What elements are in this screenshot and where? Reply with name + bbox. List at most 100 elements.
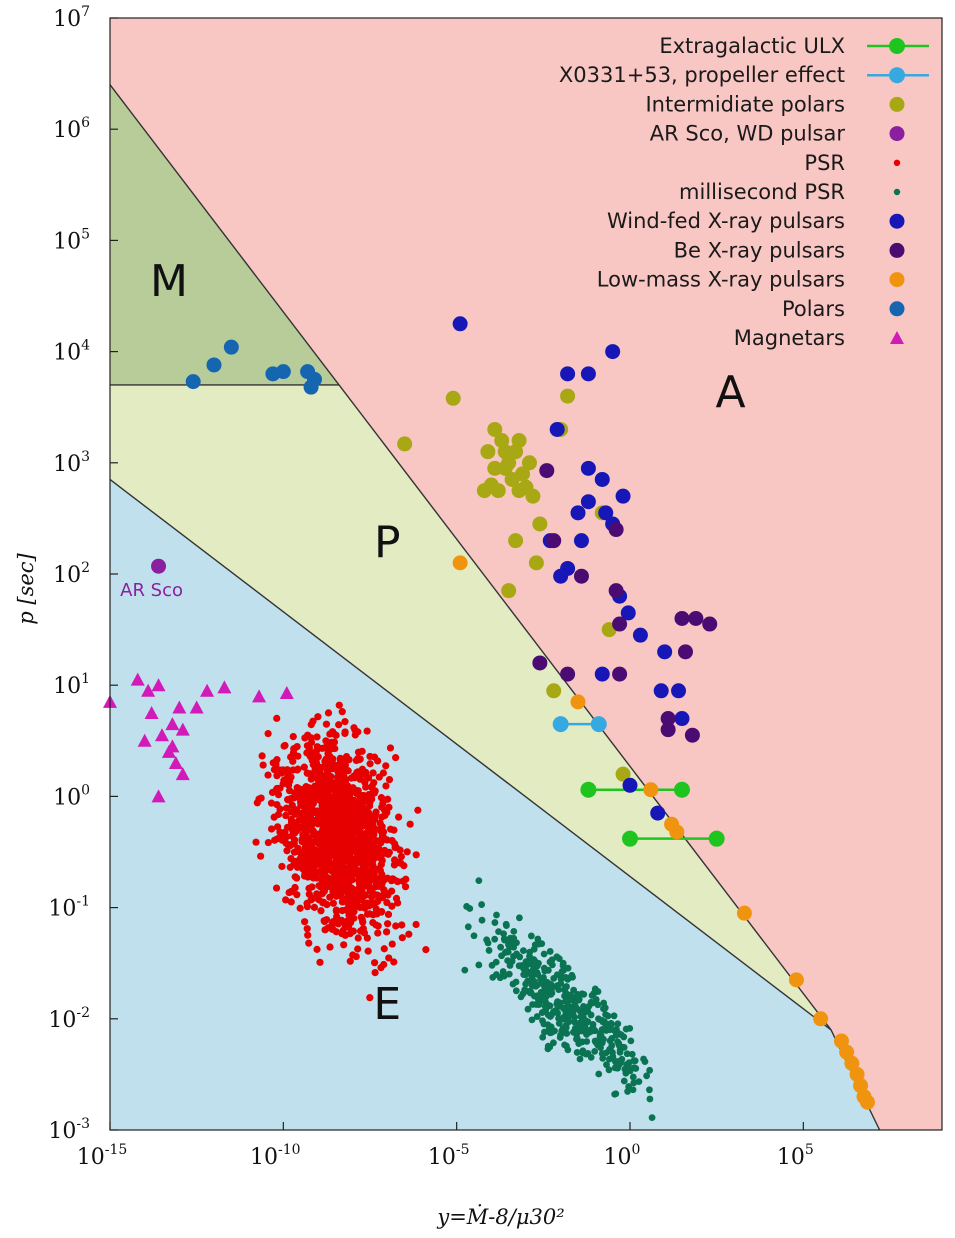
- data-point: [573, 1049, 581, 1056]
- data-point: [526, 954, 534, 962]
- y-tick-label: 10-1: [48, 894, 90, 922]
- data-point: [620, 1044, 628, 1051]
- data-point: [331, 744, 339, 753]
- legend-marker: [889, 272, 905, 288]
- data-point: [379, 799, 387, 807]
- region-label-E: E: [373, 979, 401, 1030]
- data-point: [616, 1048, 624, 1056]
- data-point: [264, 729, 272, 738]
- data-point: [293, 826, 301, 835]
- data-point: [287, 898, 295, 906]
- data-point: [304, 839, 313, 847]
- data-point: [302, 827, 310, 835]
- data-point: [338, 898, 346, 906]
- data-point: [533, 962, 541, 970]
- data-point: [559, 962, 567, 970]
- data-point: [364, 947, 372, 955]
- data-point: [376, 827, 384, 835]
- data-point: [270, 766, 278, 774]
- data-point: [384, 795, 392, 803]
- data-point: [317, 907, 325, 915]
- data-point: [646, 1066, 654, 1074]
- data-point: [402, 875, 410, 883]
- data-point: [185, 374, 201, 390]
- data-point: [552, 716, 569, 733]
- data-point: [508, 533, 524, 549]
- data-point: [339, 882, 348, 890]
- data-point: [653, 683, 669, 699]
- data-point: [350, 908, 358, 916]
- data-point: [347, 868, 355, 876]
- data-point: [327, 818, 335, 826]
- legend-label: Magnetars: [734, 326, 845, 350]
- data-point: [545, 980, 553, 988]
- data-point: [267, 825, 276, 833]
- data-point: [289, 757, 297, 765]
- data-point: [288, 832, 296, 840]
- data-point: [622, 830, 638, 847]
- data-point: [314, 753, 322, 761]
- data-point: [561, 1041, 568, 1049]
- boundary-ap: [109, 84, 832, 1031]
- data-point: [587, 1011, 595, 1019]
- data-point: [603, 1061, 610, 1069]
- y-tick-label: 102: [53, 560, 90, 588]
- data-point: [353, 768, 361, 777]
- data-point: [464, 923, 472, 931]
- y-tick-label: 106: [53, 115, 90, 143]
- data-point: [320, 809, 328, 818]
- data-point: [370, 900, 378, 908]
- data-point: [372, 921, 380, 929]
- data-point: [175, 767, 190, 781]
- labels-layer: A P M E AR Sco: [120, 256, 745, 1030]
- data-point: [487, 421, 503, 437]
- data-point: [367, 840, 375, 849]
- data-point: [326, 859, 334, 867]
- data-point: [316, 787, 324, 795]
- data-point: [317, 883, 325, 891]
- data-point: [279, 766, 287, 774]
- data-point: [608, 583, 624, 599]
- data-point: [275, 364, 291, 380]
- data-point: [276, 784, 284, 792]
- data-point: [274, 823, 282, 831]
- data-point: [306, 751, 314, 759]
- data-point: [370, 779, 378, 787]
- data-point: [549, 421, 565, 437]
- data-point: [546, 683, 562, 699]
- data-point: [580, 781, 597, 798]
- data-point: [313, 836, 321, 844]
- data-point: [539, 463, 555, 479]
- data-point: [336, 759, 345, 767]
- data-point: [313, 807, 322, 816]
- data-point: [640, 1055, 647, 1063]
- data-point: [564, 997, 572, 1005]
- data-point: [331, 827, 339, 835]
- data-point: [650, 805, 666, 821]
- data-point: [206, 357, 222, 373]
- data-point: [344, 879, 353, 887]
- data-point: [313, 945, 321, 953]
- data-point: [553, 568, 569, 584]
- data-point: [282, 896, 290, 904]
- data-point: [414, 806, 422, 814]
- data-point: [200, 683, 215, 697]
- data-point: [165, 717, 180, 731]
- data-point: [487, 460, 503, 476]
- data-point: [313, 733, 321, 741]
- data-point: [390, 958, 398, 966]
- legend-marker: [889, 301, 905, 317]
- data-point: [315, 896, 323, 904]
- data-point: [570, 986, 578, 994]
- y-tick-label: 100: [53, 782, 90, 810]
- data-point: [534, 935, 542, 943]
- data-point: [381, 846, 389, 855]
- data-point: [583, 1029, 591, 1037]
- data-point: [580, 494, 596, 510]
- data-point: [501, 583, 517, 599]
- data-point: [279, 685, 294, 699]
- data-point: [382, 762, 390, 770]
- data-point: [736, 905, 752, 921]
- legend-marker: [889, 67, 905, 84]
